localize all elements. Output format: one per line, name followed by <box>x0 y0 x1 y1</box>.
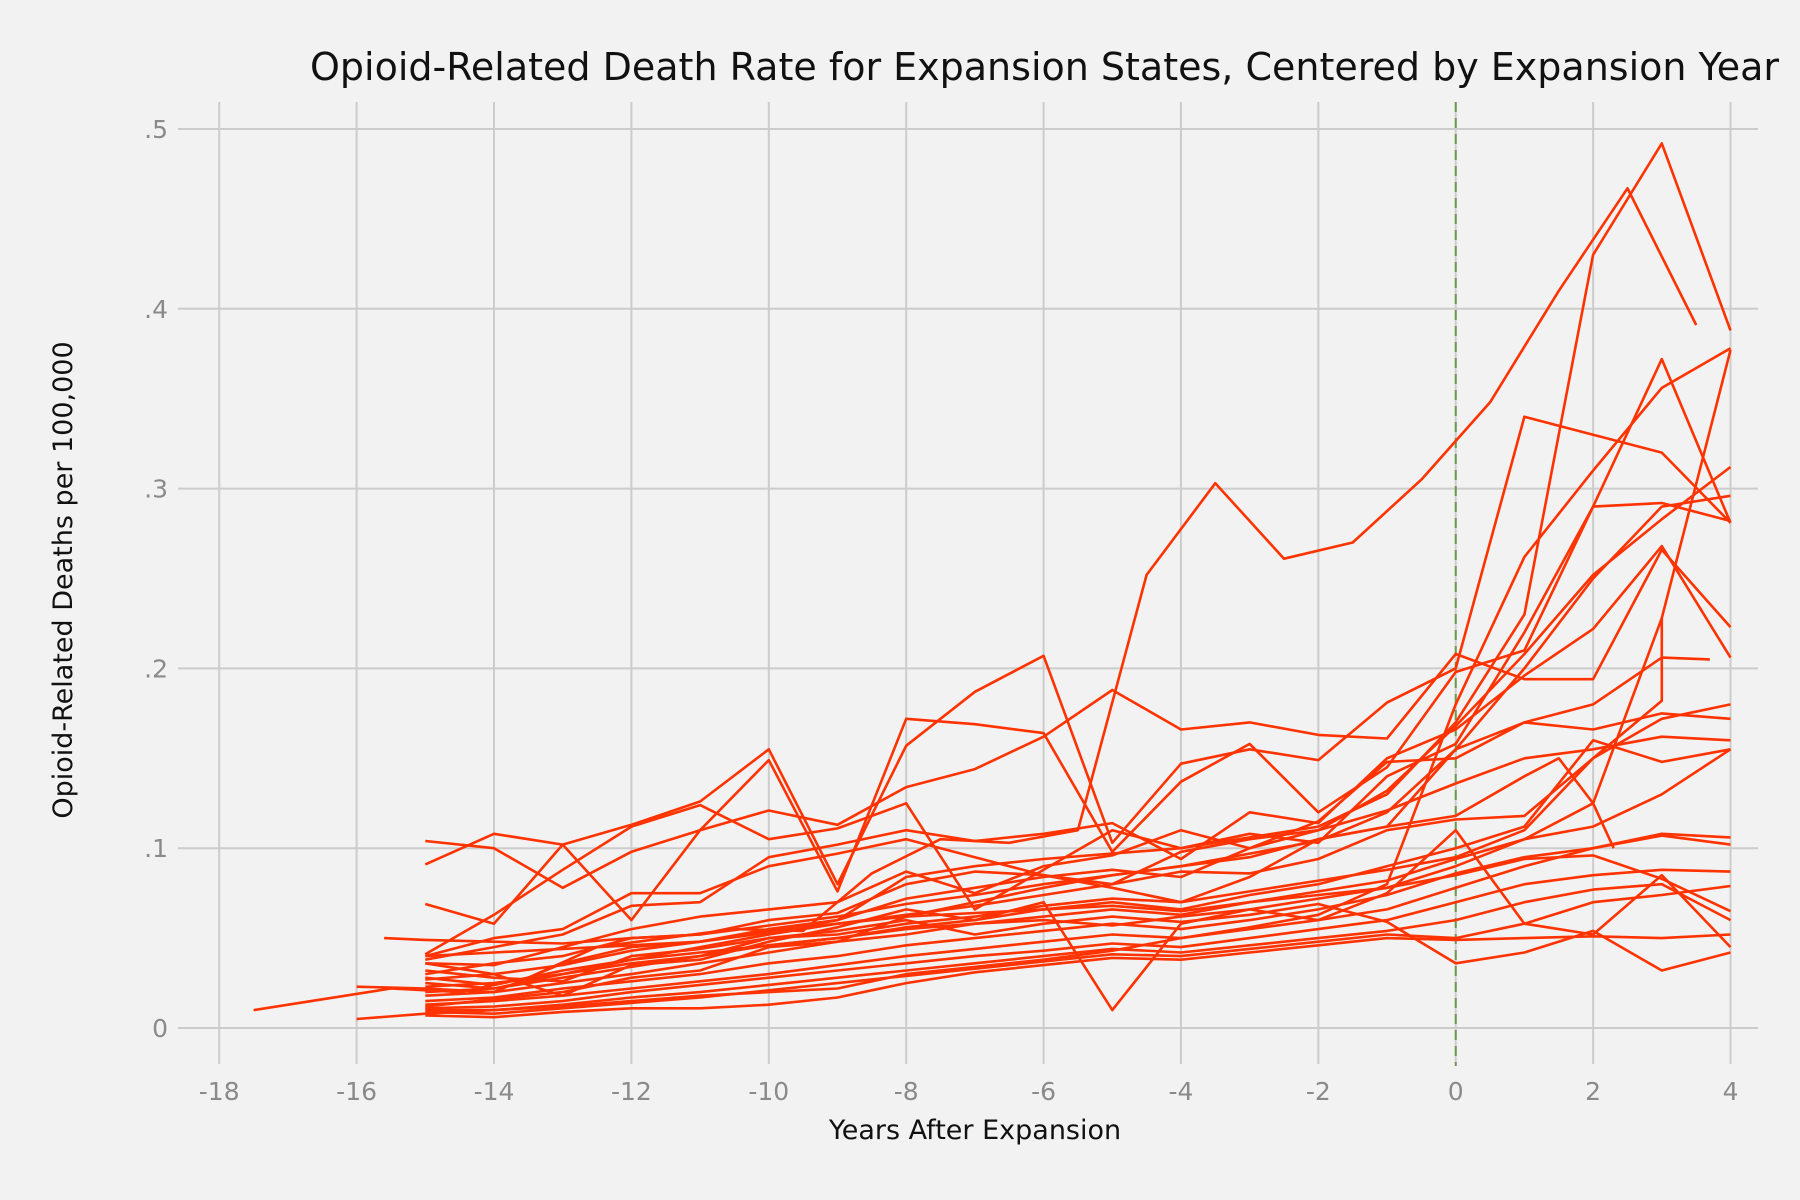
x-tick-label: -4 <box>1168 1077 1193 1106</box>
series-line <box>425 828 1732 1012</box>
series-line <box>425 756 1615 1008</box>
series-line <box>425 735 1731 981</box>
x-tick-labels: -18 -16 -14 -12 -10 -8 -6 -4 -2 0 2 4 <box>199 1077 1739 1106</box>
series-line <box>425 656 1710 967</box>
x-tick-label: -14 <box>474 1077 515 1106</box>
series-line <box>424 415 1732 886</box>
y-tick-label: .5 <box>144 115 168 144</box>
y-tick-label: .4 <box>144 295 168 324</box>
series-line <box>425 868 1731 1010</box>
x-axis-label: Years After Expansion <box>828 1115 1121 1146</box>
x-tick-label: 2 <box>1585 1077 1601 1106</box>
y-tick-label: .1 <box>144 834 168 863</box>
x-tick-label: -18 <box>199 1077 240 1106</box>
series-line <box>356 347 1732 1021</box>
series-line <box>424 465 1732 958</box>
x-tick-label: -2 <box>1306 1077 1331 1106</box>
series-line <box>425 548 1732 890</box>
y-axis-label: Opioid-Related Deaths per 100,000 <box>48 341 79 818</box>
x-tick-label: 4 <box>1723 1077 1739 1106</box>
x-tick-label: 0 <box>1448 1077 1464 1106</box>
x-tick-label: -10 <box>748 1077 789 1106</box>
series-line <box>425 618 1664 990</box>
y-tick-labels: 0 .1 .2 .3 .4 .5 <box>144 115 168 1043</box>
series-line <box>425 832 1731 1003</box>
series-line <box>425 834 1731 1006</box>
y-tick-label: .3 <box>144 475 168 504</box>
series-line <box>424 501 1731 956</box>
series-line <box>356 142 1732 994</box>
series-line <box>425 544 1732 961</box>
series-line <box>425 854 1732 958</box>
x-tick-label: -16 <box>336 1077 377 1106</box>
series-line <box>425 882 1732 1012</box>
y-tick-label: 0 <box>152 1014 168 1043</box>
chart-title: Opioid-Related Death Rate for Expansion … <box>310 45 1779 89</box>
series-line <box>425 933 1731 1019</box>
y-tick-label: .2 <box>144 654 168 683</box>
series-line <box>425 349 1732 987</box>
x-tick-label: -8 <box>894 1077 919 1106</box>
series-group <box>253 142 1732 1021</box>
series-line <box>425 902 1731 983</box>
x-tick-label: -6 <box>1031 1077 1056 1106</box>
x-tick-label: -12 <box>611 1077 652 1106</box>
